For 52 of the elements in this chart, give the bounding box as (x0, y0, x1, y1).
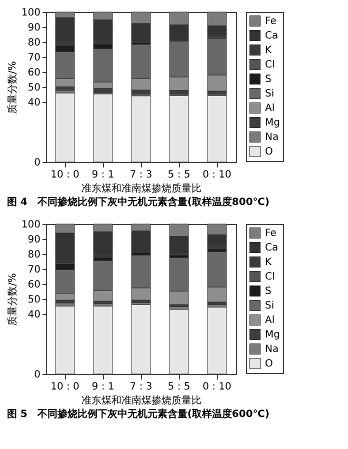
y-tick-label: 80 (28, 38, 40, 48)
y-tick-label: 0 (34, 158, 40, 168)
legend-label: O (265, 146, 273, 158)
x-tick-label: 0 : 10 (202, 170, 232, 180)
legend-label: Cl (265, 60, 275, 70)
text: S (265, 286, 272, 297)
legend-label: Si (265, 88, 274, 100)
legend-label: Na (265, 132, 279, 143)
y-tick-label: 50 (28, 82, 40, 94)
text: 图 5 不同掺烧比例下灰中无机元素含量(取样温度600℃) (6, 408, 270, 420)
x-tick-label: 10 : 0 (50, 382, 80, 392)
y-tick-label: 0 (34, 370, 40, 380)
legend-label: Na (265, 344, 279, 355)
text: K (265, 257, 272, 268)
text: Fe (265, 228, 276, 239)
x-tick-label: 7 : 3 (130, 382, 152, 392)
legend-label: Fe (265, 16, 276, 27)
x-tick-label: 5 : 5 (168, 170, 190, 180)
x-axis-title: 准东煤和准南煤掺烧质量比 (82, 182, 202, 194)
y-tick-label: 50 (28, 294, 40, 306)
x-tick-label: 9 : 1 (92, 382, 114, 392)
y-tick-label: 60 (28, 280, 40, 290)
y-tick-label: 60 (28, 68, 40, 78)
text: Cl (265, 272, 275, 282)
y-axis-title: 质量分数/% (6, 273, 18, 326)
y-tick-label: 90 (28, 234, 40, 246)
y-tick-label: 100 (21, 8, 40, 18)
legend-label: K (265, 45, 272, 56)
text: Si (265, 300, 274, 312)
text: 图 4 不同掺烧比例下灰中无机元素含量(取样温度800℃) (6, 196, 270, 208)
x-tick-label: 9 : 1 (92, 170, 114, 180)
x-tick-label: 5 : 5 (168, 382, 190, 392)
legend-label: O (265, 358, 273, 370)
y-axis-title: 质量分数/% (6, 61, 18, 114)
y-tick-label: 80 (28, 250, 40, 260)
y-tick-label: 70 (28, 52, 40, 64)
x-axis-title: 准东煤和准南煤掺烧质量比 (82, 394, 202, 406)
legend-label: Mg (265, 330, 280, 340)
x-tick-label: 0 : 10 (202, 382, 232, 392)
y-tick-label: 90 (28, 22, 40, 34)
legend-label: Ca (265, 30, 278, 42)
legend-label: Al (265, 103, 275, 114)
y-tick-label: 100 (21, 220, 40, 230)
text: Ca (265, 242, 278, 254)
y-tick-label: 40 (28, 98, 40, 108)
x-tick-label: 7 : 3 (130, 170, 152, 180)
legend-label: S (265, 74, 272, 85)
y-tick-label: 40 (28, 310, 40, 320)
legend-label: Al (265, 315, 275, 326)
x-tick-label: 10 : 0 (50, 170, 80, 180)
y-tick-label: 70 (28, 264, 40, 276)
legend-label: Mg (265, 118, 280, 128)
